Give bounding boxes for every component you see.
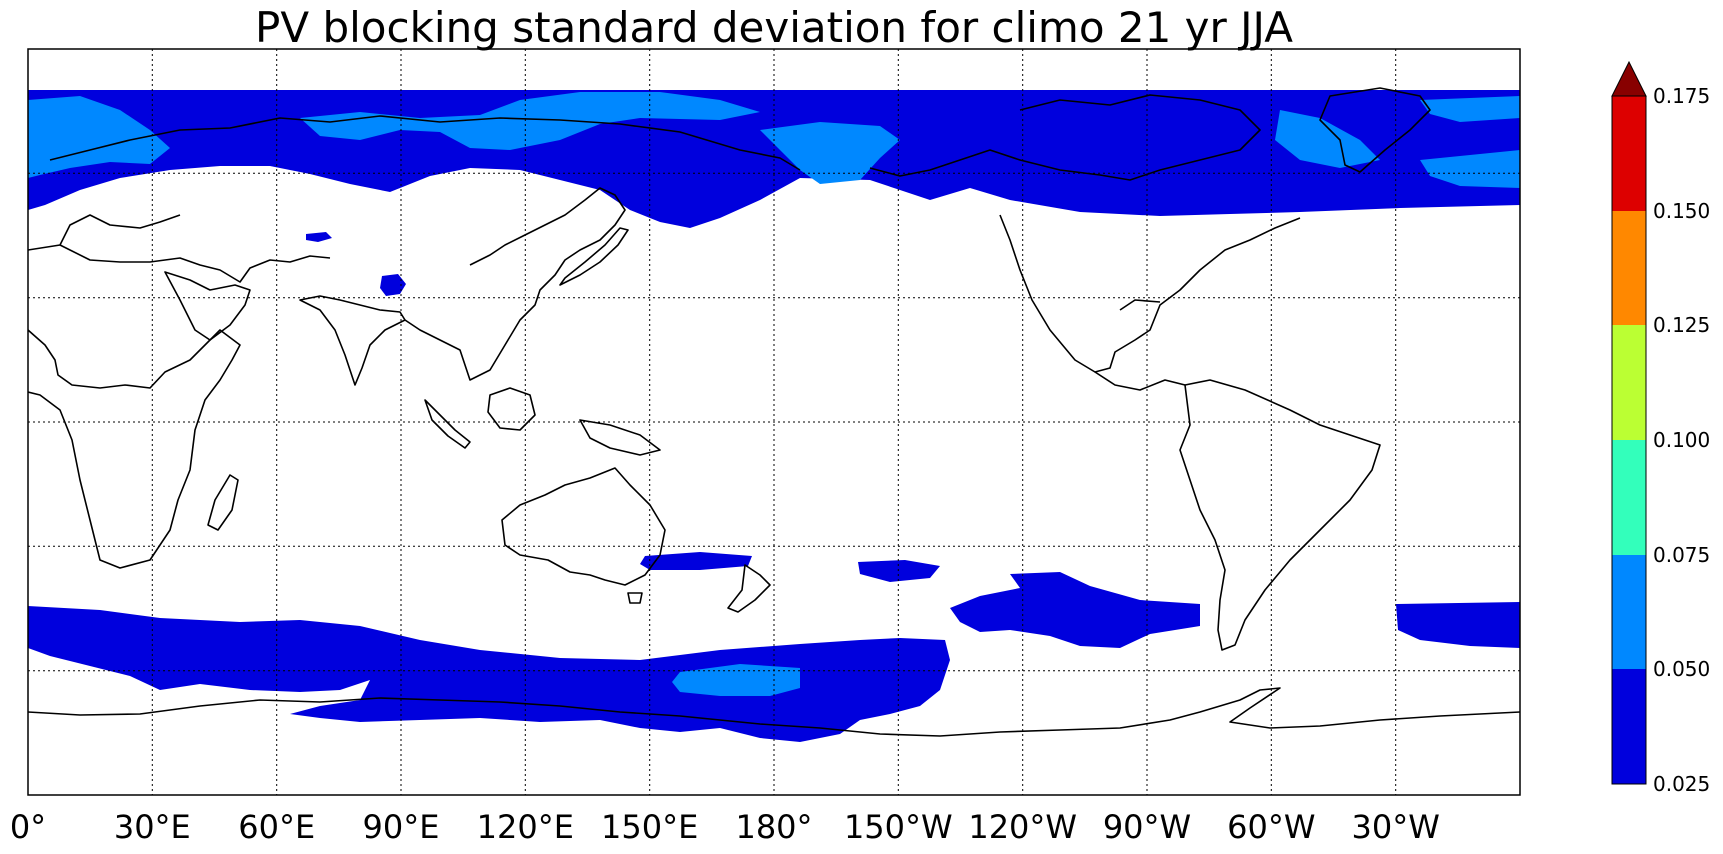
arctic-light-patch <box>1420 96 1520 122</box>
lon-label: 150°W <box>844 808 953 846</box>
lon-label: 180° <box>735 808 812 846</box>
colorbar: 0.175 0.150 0.125 0.100 0.075 0.050 0.02… <box>1611 60 1710 796</box>
colorbar-tick-label: 0.150 <box>1653 199 1710 223</box>
coastline-new-guinea <box>579 419 661 456</box>
map-title: PV blocking standard deviation for climo… <box>255 3 1293 52</box>
coastline-europe <box>28 214 331 283</box>
arctic-light-patch <box>760 122 900 184</box>
coastline-central-america <box>1094 371 1186 391</box>
colorbar-segment <box>1612 669 1646 784</box>
colorbar-segment <box>1612 440 1646 555</box>
coastline-arctic-islands <box>869 94 1261 181</box>
colorbar-segment <box>1612 325 1646 440</box>
coastline-india <box>299 295 406 386</box>
coastline-south-america <box>1179 379 1381 651</box>
lon-label: 60°E <box>238 808 315 846</box>
lon-label: 30°E <box>114 808 191 846</box>
map-frame <box>27 48 1521 796</box>
colorbar-tick-label: 0.050 <box>1653 657 1710 681</box>
coastline-arabia <box>164 271 251 341</box>
lon-label: 60°W <box>1227 808 1315 846</box>
coastline-sumatra <box>424 399 471 449</box>
lon-label: 90°E <box>363 808 440 846</box>
coastline-north-america <box>999 214 1301 373</box>
southern-ocean-light-patch <box>672 664 800 696</box>
coastline-tasmania <box>627 592 643 604</box>
europe-patch <box>306 232 332 242</box>
coastline-africa <box>28 329 241 569</box>
coastline-antarctica <box>28 687 1520 737</box>
colorbar-tick-label: 0.100 <box>1653 428 1710 452</box>
coastline-new-zealand <box>727 564 771 613</box>
colorbar-frame <box>1611 95 1647 785</box>
colorbar-tick-label: 0.175 <box>1653 84 1710 108</box>
map-area <box>28 49 1520 795</box>
central-asia-patch <box>380 274 406 296</box>
lon-label: 150°E <box>601 808 698 846</box>
coastline-australia <box>501 467 666 586</box>
colorbar-tick-label: 0.075 <box>1653 543 1710 567</box>
coastline-siberia <box>49 115 801 171</box>
arctic-light-patch <box>300 92 760 150</box>
colorbar-extend-arrow <box>1611 60 1647 97</box>
colorbar-tick-label: 0.025 <box>1653 772 1710 796</box>
coastline-madagascar <box>207 474 239 531</box>
longitude-labels: 0° 30°E 60°E 90°E 120°E 150°E 180° 150°W… <box>10 808 1440 846</box>
colorbar-tick-label: 0.125 <box>1653 313 1710 337</box>
arctic-light-patch <box>28 96 170 178</box>
lon-label: 120°W <box>968 808 1077 846</box>
arctic-light-patch <box>1420 150 1520 188</box>
colorbar-segment <box>1612 211 1646 325</box>
south-atlantic-patch <box>1396 602 1520 648</box>
graticule <box>28 49 1520 795</box>
south-pacific-patch-1 <box>640 552 752 570</box>
arctic-light-patch <box>1275 110 1380 168</box>
lon-label: 0° <box>10 808 46 846</box>
coastlines <box>28 87 1520 737</box>
coastline-borneo <box>487 387 536 431</box>
south-pacific-patch-3 <box>950 572 1200 648</box>
southern-ocean-blocking-region <box>28 606 950 742</box>
lon-label: 90°W <box>1103 808 1191 846</box>
lon-label: 120°E <box>477 808 574 846</box>
lon-label: 30°W <box>1352 808 1440 846</box>
south-pacific-patch-2 <box>858 560 940 582</box>
colorbar-segment <box>1612 555 1646 669</box>
coastline-greenland <box>1319 87 1431 173</box>
colorbar-segment <box>1612 96 1646 211</box>
coastline-east-asia <box>404 187 626 381</box>
coastline-japan <box>559 227 629 286</box>
